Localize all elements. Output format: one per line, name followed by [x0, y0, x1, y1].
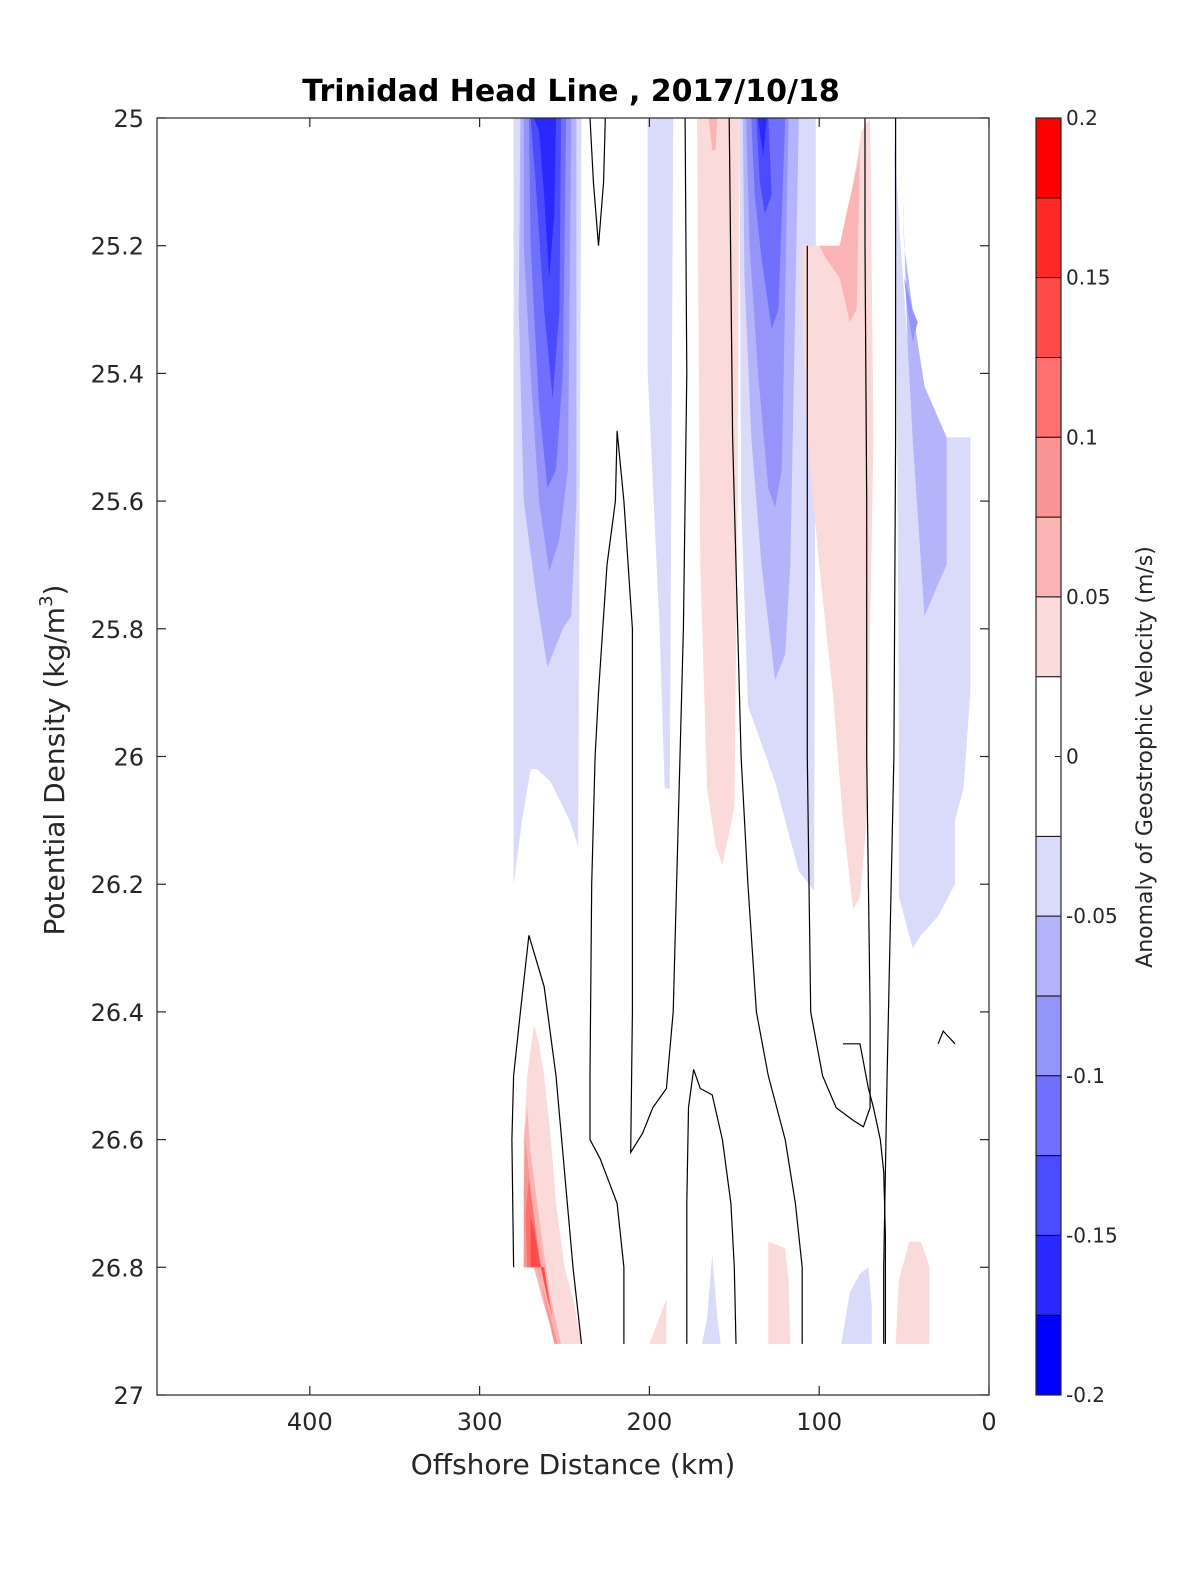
colorbar-tick-label: 0.1: [1066, 425, 1098, 449]
y-tick-label: 27: [113, 1382, 144, 1410]
contour-mid-line: [686, 1069, 737, 1344]
y-tick-label: 25: [113, 105, 144, 133]
x-axis-label: Offshore Distance (km): [411, 1448, 736, 1481]
colorbar-band: [1036, 596, 1061, 677]
filled-region-blue-band-130: [756, 118, 772, 214]
filled-region-blue-bottom-167: [702, 1254, 721, 1344]
colorbar-band: [1036, 916, 1061, 996]
contour-east-cap-line: [937, 1029, 956, 1045]
x-tick-label: 100: [796, 1408, 842, 1436]
x-tick-label: 200: [627, 1408, 673, 1436]
colorbar-band: [1036, 1075, 1061, 1156]
y-tick-label: 26: [113, 744, 144, 772]
colorbar-tick-label: -0.1: [1066, 1064, 1105, 1088]
colorbar-band: [1036, 1155, 1061, 1236]
colorbar-tick-label: 0.15: [1066, 266, 1111, 290]
y-axis-label: Potential Density (kg/m3): [36, 585, 71, 936]
y-tick-label: 25.8: [91, 616, 144, 644]
filled-region-red-bottom-196: [649, 1299, 667, 1344]
y-axis-label-superscript: 3: [36, 595, 57, 606]
colorbar-tick-label: 0.2: [1066, 106, 1098, 130]
filled-region-red-band-170: [697, 118, 740, 865]
filled-region-red-band-90: [802, 118, 874, 910]
colorbar-tick-label: 0: [1066, 745, 1079, 769]
colorbar-band: [1036, 517, 1061, 597]
y-tick-label: 25.2: [91, 233, 144, 261]
filled-region-blue-core-west: [533, 118, 556, 278]
y-axis-label-closing: ): [38, 585, 71, 596]
contour-east-line: [883, 118, 897, 1344]
contour-wide-line: [589, 118, 688, 1344]
filled-region-blue-bottom-72: [841, 1267, 872, 1344]
colorbar-band: [1036, 357, 1061, 438]
y-tick-label: 26.6: [91, 1127, 144, 1155]
filled-region-red-bottom-45: [895, 1241, 930, 1344]
chart-title: Trinidad Head Line , 2017/10/18: [302, 74, 839, 109]
contour-mid-line: [728, 118, 803, 1344]
colorbar-band: [1036, 995, 1061, 1076]
colorbar-tick-label: 0.05: [1066, 585, 1111, 609]
filled-contours: [513, 118, 971, 1344]
filled-region-red-band-170: [708, 118, 718, 150]
filled-region-red-tongue-west: [530, 1216, 550, 1306]
contour-227-line: [589, 118, 606, 246]
zero-contour-lines: [511, 118, 956, 1344]
colorbar-tick-label: -0.05: [1066, 904, 1118, 928]
y-axis: 25 25.2 25.4 25.6 25.8 26 26.2 26.4 26.6 26.8 27: [91, 105, 989, 1410]
contour-107-line: [806, 118, 871, 1128]
colorbar-band: [1036, 277, 1061, 358]
filled-region-blue-band-east: [904, 277, 918, 342]
colorbar-band: [1036, 437, 1061, 518]
contour-east-line: [843, 1043, 887, 1344]
x-axis: 400 300 200 100 0: [287, 118, 997, 1436]
filled-region-blue-band-130: [758, 118, 767, 157]
colorbar-band: [1036, 118, 1061, 198]
x-tick-label: 0: [981, 1408, 996, 1436]
colorbar-band: [1036, 1315, 1061, 1395]
x-tick-label: 300: [457, 1408, 503, 1436]
x-tick-label: 400: [287, 1408, 333, 1436]
y-tick-label: 26.2: [91, 871, 144, 899]
colorbar-band: [1036, 197, 1061, 278]
filled-region-blue-strip-200: [647, 118, 674, 789]
colorbar-label: Anomaly of Geostrophic Velocity (m/s): [1133, 546, 1158, 968]
y-axis-label-text: Potential Density (kg/m: [38, 607, 71, 936]
filled-region-red-bottom-115: [768, 1241, 791, 1344]
colorbar: 0.2 0.15 0.1 0.05 0 -0.05 -0.1 -0.15 -0.2: [1035, 106, 1118, 1407]
colorbar-tick-label: -0.15: [1066, 1223, 1118, 1247]
y-tick-label: 25.4: [91, 360, 144, 388]
filled-region-blue-band-east: [902, 181, 947, 616]
y-tick-label: 25.6: [91, 488, 144, 516]
y-tick-label: 26.4: [91, 999, 144, 1027]
colorbar-tick-label: -0.2: [1066, 1383, 1105, 1407]
y-tick-label: 26.8: [91, 1254, 144, 1282]
filled-region-red-band-90: [819, 149, 860, 323]
colorbar-band: [1036, 836, 1061, 917]
contour-wide-line: [511, 935, 583, 1344]
colorbar-band: [1036, 1235, 1061, 1316]
